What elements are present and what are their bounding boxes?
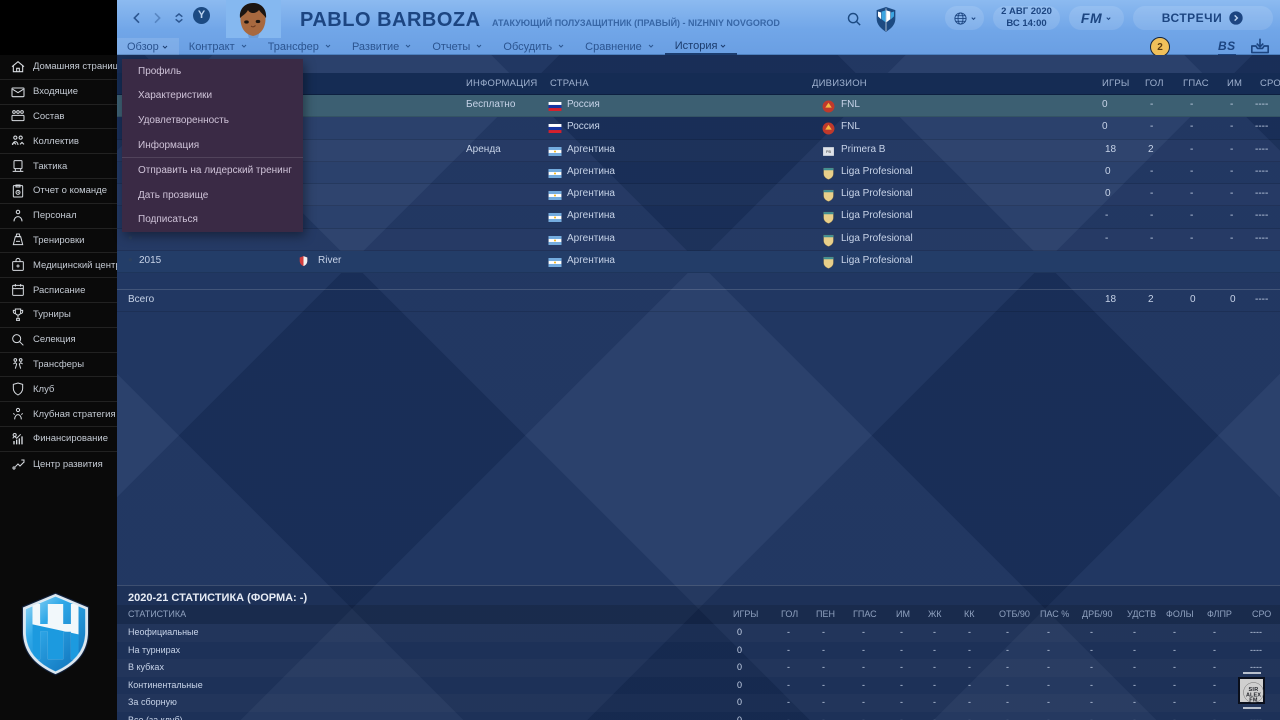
svg-text:PB: PB [826, 150, 832, 154]
svg-text:FM: FM [1249, 698, 1258, 704]
